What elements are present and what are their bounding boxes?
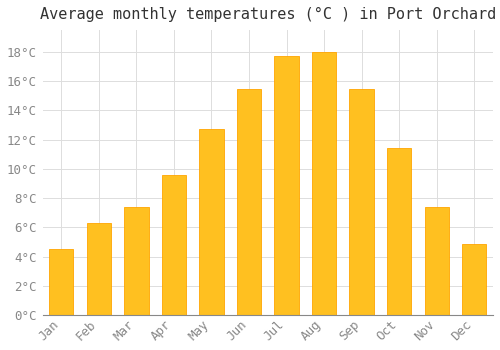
Bar <box>162 175 186 315</box>
Bar <box>462 244 486 315</box>
Bar <box>424 207 449 315</box>
Bar <box>274 56 299 315</box>
Bar <box>200 130 224 315</box>
Bar <box>124 207 148 315</box>
Bar <box>387 148 411 315</box>
Bar <box>350 89 374 315</box>
Bar <box>86 223 111 315</box>
Bar <box>237 89 261 315</box>
Bar <box>49 250 74 315</box>
Title: Average monthly temperatures (°C ) in Port Orchard: Average monthly temperatures (°C ) in Po… <box>40 7 496 22</box>
Bar <box>312 52 336 315</box>
